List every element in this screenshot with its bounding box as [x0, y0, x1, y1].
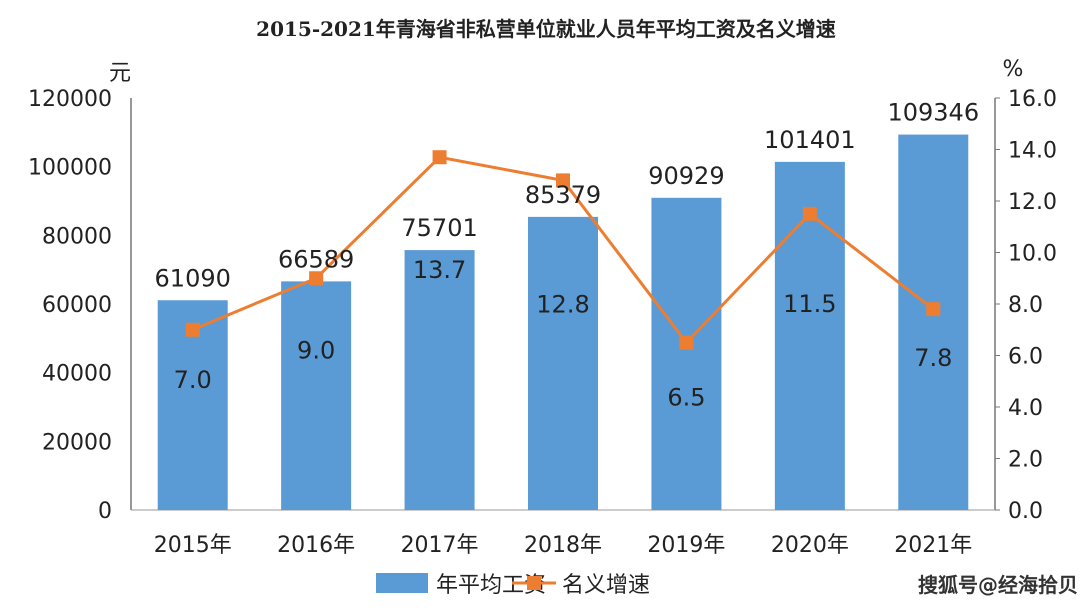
rate-value-label: 9.0 [297, 336, 335, 364]
right-tick-label: 16.0 [1008, 87, 1057, 112]
rate-marker [802, 206, 817, 221]
rate-value-label: 7.0 [174, 366, 212, 394]
right-tick-label: 12.0 [1008, 190, 1057, 215]
right-tick-label: 6.0 [1008, 345, 1043, 370]
legend: 年平均工资 名义增速 [376, 573, 650, 598]
left-axis-unit: 元 [109, 61, 131, 86]
left-tick-label: 80000 [42, 224, 112, 249]
x-tick-label: 2021年 [894, 533, 972, 558]
bar [281, 281, 352, 510]
rate-value-label: 6.5 [667, 384, 705, 412]
left-tick-label: 100000 [28, 156, 112, 181]
left-tick-label: 40000 [42, 362, 112, 387]
right-tick-label: 4.0 [1008, 396, 1043, 421]
bar-value-label: 66589 [278, 245, 354, 273]
rate-marker [926, 302, 941, 317]
rate-value-label: 12.8 [536, 290, 589, 318]
right-tick-label: 8.0 [1008, 293, 1043, 318]
left-tick-label: 60000 [42, 293, 112, 318]
x-tick-label: 2018年 [524, 533, 602, 558]
rate-value-label: 13.7 [413, 256, 466, 284]
left-tick-label: 120000 [28, 87, 112, 112]
rate-marker [432, 150, 447, 165]
legend-label-line: 名义增速 [562, 573, 650, 598]
rate-marker [309, 271, 324, 286]
rate-value-label: 7.8 [914, 344, 952, 372]
left-tick-label: 20000 [42, 430, 112, 455]
right-tick-label: 2.0 [1008, 448, 1043, 473]
rate-value-label: 11.5 [783, 290, 836, 318]
bar-value-label: 61090 [155, 264, 231, 292]
bar-value-label: 109346 [887, 99, 979, 127]
x-tick-label: 2016年 [277, 533, 355, 558]
rate-marker [556, 173, 570, 188]
bar [528, 216, 598, 511]
rate-marker [185, 322, 200, 337]
x-tick-label: 2020年 [771, 533, 849, 558]
legend-swatch-bar [376, 573, 428, 593]
bar [651, 197, 722, 511]
right-axis-unit: % [1003, 57, 1024, 82]
bar-value-label: 90929 [648, 162, 724, 190]
left-tick-label: 0 [98, 499, 112, 524]
bar-value-label: 75701 [401, 214, 477, 242]
x-tick-label: 2019年 [647, 533, 725, 558]
x-tick-label: 2017年 [401, 533, 479, 558]
right-tick-label: 0.0 [1008, 499, 1043, 524]
bar [898, 134, 969, 510]
rate-marker [679, 335, 694, 350]
bar-value-label: 85379 [525, 181, 601, 209]
bar-value-label: 101401 [764, 126, 856, 154]
legend-marker [527, 576, 541, 590]
right-tick-label: 10.0 [1008, 242, 1057, 267]
bar [404, 250, 475, 510]
watermark: 搜狐号@经海拾贝 [918, 573, 1078, 597]
x-tick-label: 2015年 [154, 533, 232, 558]
right-tick-label: 14.0 [1008, 139, 1057, 164]
chart-title: 2015-2021年青海省非私营单位就业人员年平均工资及名义增速 [256, 17, 836, 41]
